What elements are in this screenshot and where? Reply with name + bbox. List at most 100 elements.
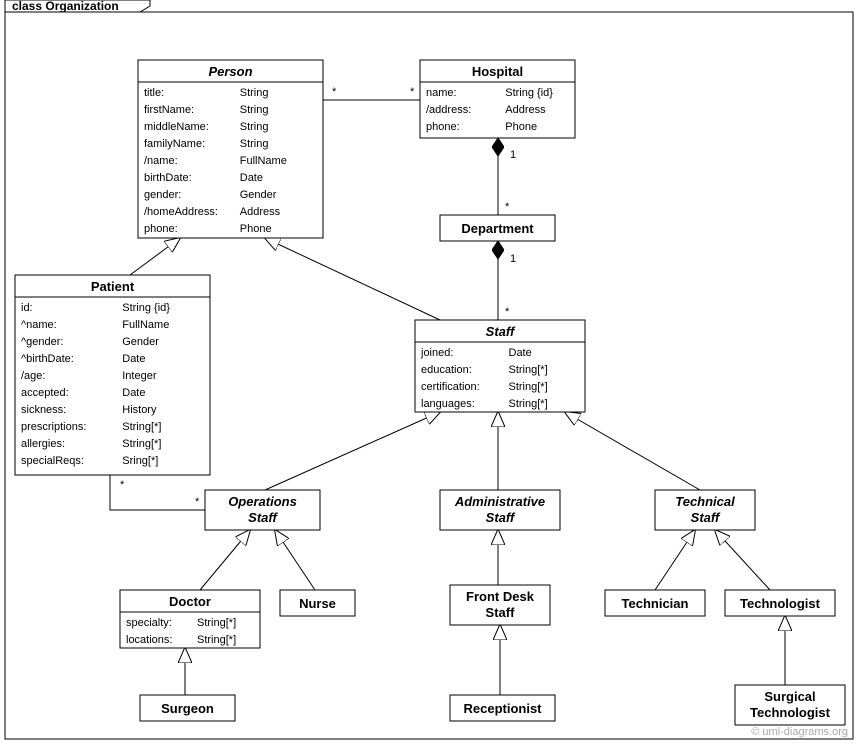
frame-label: class Organization [12,0,119,13]
attr-name: joined: [420,347,453,359]
edge-generalization [265,412,440,490]
attr-type: String [240,87,269,99]
uml-diagram: class Organization**1*1***Persontitle:St… [0,0,860,747]
attr-name: phone: [144,223,178,235]
class-patient: Patientid:String {id}^name:FullName^gend… [15,275,210,475]
attr-name: accepted: [21,387,69,399]
class-name: Department [461,221,534,236]
attr-name: id: [21,302,33,314]
attr-type: Address [505,104,546,116]
multiplicity: 1 [510,253,516,265]
attr-name: ^name: [21,319,57,331]
multiplicity: * [410,86,415,98]
attr-name: /homeAddress: [144,206,218,218]
class-name: Staff [486,510,516,525]
edge-generalization [265,238,440,320]
attr-type: Integer [122,370,157,382]
edge-generalization [275,530,315,590]
edge-generalization [715,530,770,590]
attr-name: allergies: [21,438,65,450]
watermark: © uml-diagrams.org [751,726,848,738]
class-opstaff: OperationsStaff [205,490,320,530]
class-adminstaff: AdministrativeStaff [440,490,560,530]
attr-type: Gender [122,336,159,348]
attr-name: middleName: [144,121,209,133]
class-name: Operations [228,494,297,509]
class-techstaff: TechnicalStaff [655,490,755,530]
attr-type: String [240,121,269,133]
class-receptionist: Receptionist [450,695,555,721]
attr-type: String[*] [197,634,236,646]
attr-name: ^birthDate: [21,353,74,365]
class-name: Technical [675,494,735,509]
multiplicity: * [120,479,125,491]
attr-name: firstName: [144,104,194,116]
class-name: Technician [622,596,689,611]
multiplicity: * [505,306,510,318]
attr-name: /address: [426,104,471,116]
attr-name: gender: [144,189,181,201]
class-name: Administrative [454,494,545,509]
class-department: Department [440,215,555,241]
class-staff: Staff joined: Date education: String[*] certi… [415,320,585,412]
class-person: Persontitle:StringfirstName:Stringmiddle… [138,60,323,238]
edge-generalization [130,238,180,275]
class-name: Hospital [472,64,523,79]
attr-type: History [122,404,157,416]
attr-type: Date [122,353,145,365]
attr-type: Date [240,172,263,184]
class-name: Staff [248,510,278,525]
class-surgeon: Surgeon [140,695,235,721]
attr-name: name: [426,87,457,99]
class-technologist: Technologist [725,590,835,616]
edge-generalization [200,530,250,590]
class-name: Technologist [750,705,831,720]
attr-type: Date [122,387,145,399]
attr-type: String[*] [122,438,161,450]
attr-type: String[*] [509,364,548,376]
multiplicity: * [195,496,200,508]
attr-type: FullName [122,319,169,331]
class-name: Doctor [169,594,211,609]
attr-name: languages: [421,398,475,410]
class-technician: Technician [605,590,705,616]
attr-name: education: [421,364,472,376]
class-name: Staff [691,510,721,525]
attr-type: String [240,138,269,150]
class-doctor: Doctor specialty: String[*] locations: Strin… [120,590,260,648]
attr-type: Address [240,206,281,218]
class-surgtech: SurgicalTechnologist [735,685,845,725]
class-name: Patient [91,279,135,294]
class-name: Surgeon [161,701,214,716]
attr-name: specialty: [126,617,172,629]
class-nurse: Nurse [280,590,355,616]
attr-name: familyName: [144,138,205,150]
class-name: Staff [486,605,516,620]
attr-name: locations: [126,634,172,646]
attr-type: Sring[*] [122,455,158,467]
attr-type: String[*] [122,421,161,433]
multiplicity: * [505,201,510,213]
attr-name: prescriptions: [21,421,86,433]
attr-name: specialReqs: [21,455,84,467]
class-frontdesk: Front DeskStaff [450,585,550,625]
class-name: Staff [486,324,516,339]
attr-type: Gender [240,189,277,201]
multiplicity: 1 [510,149,516,161]
attr-type: String [240,104,269,116]
class-name: Surgical [764,689,815,704]
attr-name: sickness: [21,404,66,416]
attr-type: Date [509,347,532,359]
class-name: Front Desk [466,589,535,604]
class-name: Technologist [740,596,821,611]
attr-type: FullName [240,155,287,167]
attr-name: birthDate: [144,172,192,184]
attr-type: String[*] [509,381,548,393]
class-name: Receptionist [463,701,542,716]
attr-type: Phone [240,223,272,235]
attr-type: String[*] [197,617,236,629]
attr-name: certification: [421,381,480,393]
attr-type: String {id} [122,302,170,314]
attr-name: phone: [426,121,460,133]
edge-generalization [565,412,700,490]
